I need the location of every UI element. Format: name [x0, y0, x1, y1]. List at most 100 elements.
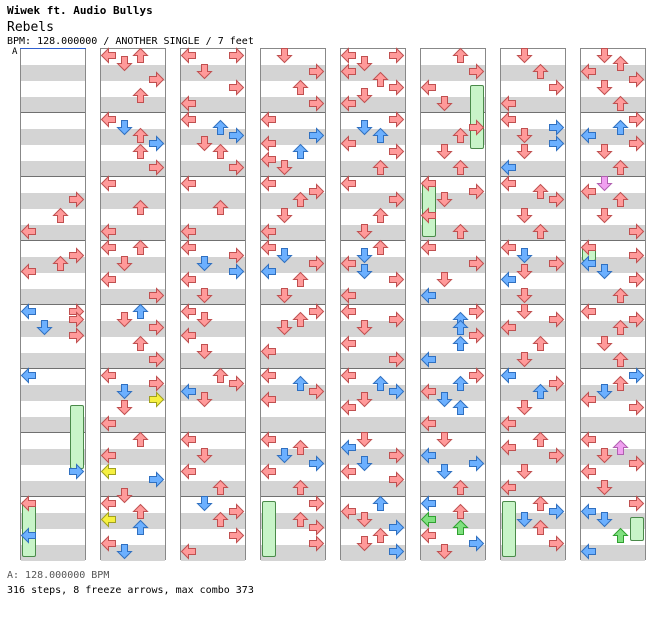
chart-column [420, 47, 486, 561]
step-arrow-up-icon [452, 519, 469, 535]
step-arrow-down-icon [516, 128, 533, 144]
beat-band [421, 417, 485, 433]
beat-band [421, 513, 485, 529]
step-arrow-down-icon [276, 208, 293, 224]
step-arrow-right-icon [149, 351, 165, 368]
step-arrow-down-icon [516, 512, 533, 528]
step-arrow-down-icon [596, 208, 613, 224]
beat-band [341, 257, 405, 273]
step-arrow-right-icon [629, 135, 645, 152]
beat-band [21, 481, 85, 497]
beat-band [501, 481, 565, 497]
step-arrow-up-icon [292, 79, 309, 95]
step-arrow-left-icon [420, 511, 436, 528]
step-arrow-left-icon [100, 47, 116, 64]
step-arrow-up-icon [292, 511, 309, 527]
step-arrow-down-icon [436, 144, 453, 160]
step-arrow-left-icon [260, 111, 276, 128]
beat-band [261, 353, 325, 369]
step-arrow-right-icon [69, 463, 85, 480]
step-arrow-left-icon [180, 431, 196, 448]
step-arrow-left-icon [420, 383, 436, 400]
step-arrow-right-icon [469, 303, 485, 320]
step-arrow-down-icon [356, 456, 373, 472]
beat-band [181, 401, 245, 417]
step-arrow-down-icon [356, 224, 373, 240]
step-arrow-right-icon [389, 143, 405, 160]
measure-line [421, 432, 485, 433]
beat-band [501, 209, 565, 225]
beat-band [21, 385, 85, 401]
step-arrow-up-icon [532, 519, 549, 535]
beat-band [101, 225, 165, 241]
measure-line [261, 496, 325, 497]
beat-band [101, 193, 165, 209]
bpm-change-line [20, 48, 86, 49]
beat-band [581, 97, 645, 113]
measure-line [421, 304, 485, 305]
step-arrow-left-icon [100, 447, 116, 464]
beat-band [101, 257, 165, 273]
song-artist: Wiwek ft. Audio Bullys [7, 4, 153, 17]
step-arrow-left-icon [340, 439, 356, 456]
step-arrow-up-icon [452, 319, 469, 335]
step-arrow-down-icon [596, 384, 613, 400]
measure-line [21, 368, 85, 369]
measure-line [341, 112, 405, 113]
step-arrow-down-icon [436, 392, 453, 408]
measure-line [21, 176, 85, 177]
beat-band [101, 513, 165, 529]
step-arrow-left-icon [340, 95, 356, 112]
step-arrow-left-icon [580, 391, 596, 408]
step-arrow-down-icon [276, 448, 293, 464]
beat-band [421, 193, 485, 209]
step-arrow-down-icon [116, 488, 133, 504]
step-arrow-down-icon [276, 48, 293, 64]
step-arrow-up-icon [132, 431, 149, 447]
step-arrow-up-icon [372, 159, 389, 175]
step-arrow-down-icon [436, 272, 453, 288]
beat-band [101, 481, 165, 497]
step-arrow-left-icon [100, 511, 116, 528]
step-arrow-up-icon [132, 335, 149, 351]
chart-column [100, 47, 166, 561]
beat-band [21, 97, 85, 113]
beat-band [581, 545, 645, 561]
measure-line [501, 112, 565, 113]
step-arrow-right-icon [389, 79, 405, 96]
beat-band [501, 401, 565, 417]
step-arrow-left-icon [340, 135, 356, 152]
step-arrow-up-icon [372, 127, 389, 143]
step-arrow-up-icon [212, 119, 229, 135]
beat-band [181, 513, 245, 529]
measure-line [181, 112, 245, 113]
step-arrow-left-icon [100, 535, 116, 552]
beat-band [421, 273, 485, 289]
step-arrow-up-icon [292, 191, 309, 207]
step-arrow-up-icon [532, 335, 549, 351]
step-arrow-left-icon [420, 239, 436, 256]
step-arrow-up-icon [132, 239, 149, 255]
step-arrow-right-icon [549, 375, 565, 392]
measure-line [261, 432, 325, 433]
step-arrow-up-icon [132, 87, 149, 103]
step-arrow-left-icon [260, 239, 276, 256]
step-arrow-right-icon [309, 255, 325, 272]
step-arrow-down-icon [196, 392, 213, 408]
step-arrow-down-icon [196, 496, 213, 512]
step-arrow-right-icon [469, 367, 485, 384]
step-arrow-left-icon [180, 111, 196, 128]
step-arrow-up-icon [132, 303, 149, 319]
beat-band [421, 545, 485, 561]
step-arrow-left-icon [100, 463, 116, 480]
step-arrow-up-icon [452, 479, 469, 495]
beat-band [21, 81, 85, 97]
measure-line [421, 112, 485, 113]
beat-band [21, 177, 85, 193]
measure-line [21, 112, 85, 113]
beat-band [181, 289, 245, 305]
step-arrow-left-icon [260, 223, 276, 240]
step-arrow-left-icon [420, 415, 436, 432]
step-arrow-left-icon [500, 239, 516, 256]
step-arrow-left-icon [420, 79, 436, 96]
